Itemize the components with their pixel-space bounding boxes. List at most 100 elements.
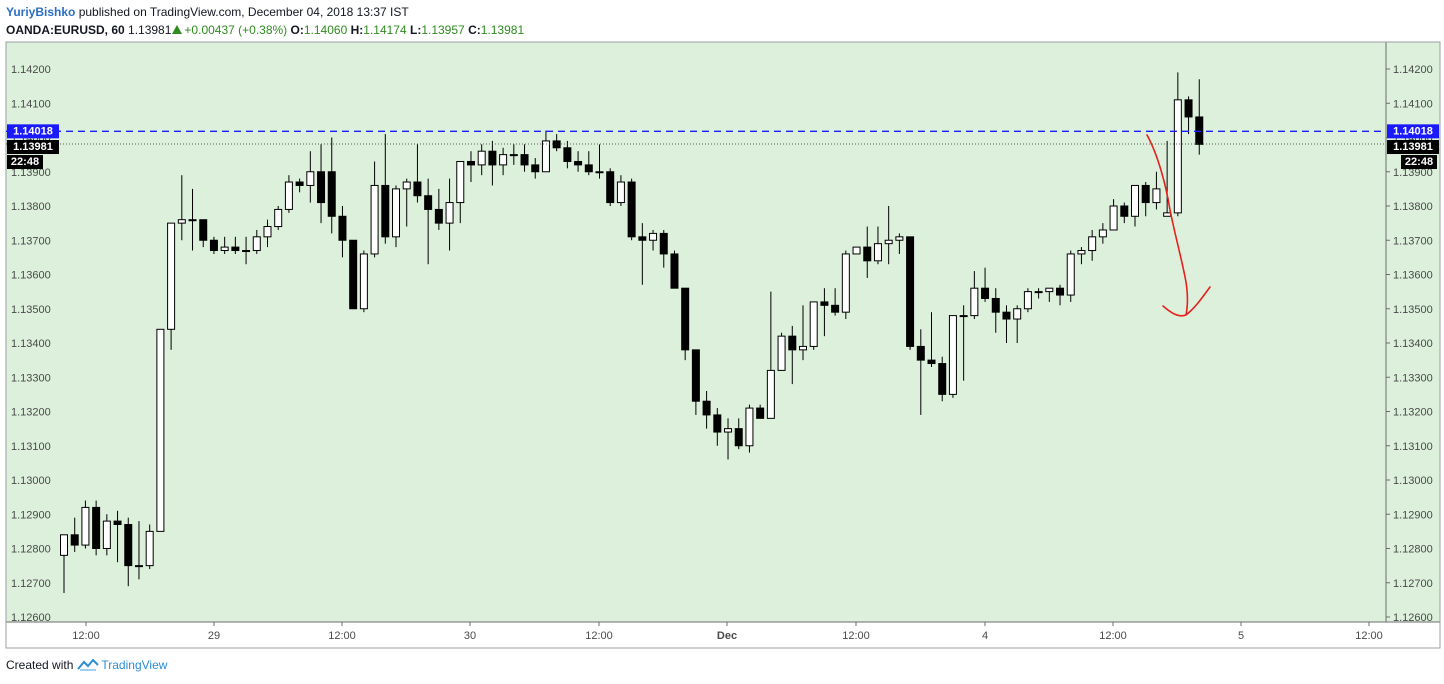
tradingview-logo-icon <box>77 659 100 671</box>
candle-body-down <box>488 150 497 166</box>
candle <box>584 151 593 176</box>
candle <box>1077 247 1086 265</box>
candle-body-up <box>1034 291 1043 294</box>
candle-body-down <box>916 345 925 361</box>
candle <box>595 144 604 179</box>
candle <box>734 418 743 450</box>
candle-body-down <box>520 154 529 166</box>
candle-body-down <box>531 164 540 173</box>
candle-body-down <box>92 506 101 549</box>
candle-body-up <box>167 222 176 330</box>
candle-body-up <box>595 171 604 174</box>
tradingview-link[interactable]: TradingView <box>77 658 167 672</box>
candle-body-down <box>734 428 743 447</box>
candle <box>445 178 454 251</box>
candle-body-up <box>1109 205 1118 231</box>
candle-body-down <box>424 195 433 210</box>
tradingview-brand: TradingView <box>101 658 168 672</box>
candle-body-down <box>349 239 358 310</box>
candle-body-down <box>927 359 936 365</box>
price-tick-label-left: 1.14200 <box>11 64 51 76</box>
symbol-info: OANDA:EURUSD, 60 1.13981 +0.00437 (+0.38%… <box>6 23 524 37</box>
candle <box>981 267 990 302</box>
candle <box>627 178 636 241</box>
candle <box>81 500 90 549</box>
published-text: published on TradingView.com, December 0… <box>78 5 409 19</box>
symbol-label: OANDA:EURUSD, 60 <box>6 23 125 37</box>
candle <box>552 134 561 152</box>
candle <box>188 188 197 251</box>
candle-body-down <box>124 524 133 567</box>
price-tick-label-left: 1.12800 <box>11 544 51 556</box>
author-link[interactable]: YuriyBishko <box>6 5 76 19</box>
candle-body-down <box>434 208 443 224</box>
candle-body-up <box>809 301 818 347</box>
price-tick-label-left: 1.13000 <box>11 475 51 487</box>
candle <box>681 287 690 361</box>
candle-body-up <box>895 236 904 241</box>
candle-body-up <box>1013 308 1022 320</box>
candle <box>60 534 68 594</box>
candle-body-up <box>798 345 807 351</box>
candle-body-down <box>552 140 561 149</box>
candle-body-down <box>713 414 722 433</box>
candle <box>156 328 165 532</box>
candle <box>820 288 829 337</box>
candle <box>338 206 347 258</box>
level-price-label-left-bg <box>7 124 59 139</box>
price-tick-label: 1.14200 <box>1393 64 1433 76</box>
level-price-label-bg <box>1387 124 1439 139</box>
open-label: O: <box>290 23 304 37</box>
candle <box>220 236 229 254</box>
high-label: H: <box>350 23 364 37</box>
candle-body-up <box>284 181 293 210</box>
candle <box>477 144 486 176</box>
candle-body-down <box>209 239 218 252</box>
candle-body-up <box>402 181 411 190</box>
candle-body-up <box>616 181 625 204</box>
price-tick-label: 1.14100 <box>1393 98 1433 110</box>
price-tick-label: 1.13000 <box>1393 475 1433 487</box>
candle <box>1002 305 1011 343</box>
candle <box>766 291 775 419</box>
candle-body-down <box>1002 311 1011 320</box>
candle <box>713 408 722 446</box>
candle-body-down <box>563 147 572 162</box>
candle <box>1023 288 1032 313</box>
last-price-label-left-bg <box>7 140 59 155</box>
candle <box>873 226 882 265</box>
candle <box>745 404 754 453</box>
candle <box>413 144 422 203</box>
candle-body-down <box>906 236 915 347</box>
time-tick-label: 5 <box>1238 630 1244 642</box>
price-tick-label-left: 1.13400 <box>11 338 51 350</box>
candle-body-up <box>188 219 197 222</box>
candle <box>1056 284 1065 306</box>
candle <box>1013 305 1022 343</box>
candle-body-up <box>1077 250 1086 255</box>
candle <box>317 144 326 224</box>
candle <box>916 329 925 415</box>
price-tick-label-left: 1.13100 <box>11 441 51 453</box>
candle <box>852 246 861 255</box>
candle <box>938 356 947 402</box>
price-tick-label-left: 1.13300 <box>11 372 51 384</box>
price-axis-background <box>1386 42 1440 622</box>
candle-body-up <box>306 171 315 186</box>
candle-body-up <box>724 428 733 433</box>
candle-body-down <box>381 184 390 238</box>
price-tick-label: 1.13900 <box>1393 167 1433 179</box>
candle-body-down <box>574 160 583 166</box>
candle-body-up <box>274 208 283 228</box>
candle-body-down <box>466 160 475 166</box>
time-tick-label: 12:00 <box>842 630 870 642</box>
candle <box>777 332 786 371</box>
candle <box>659 229 668 268</box>
candle <box>295 178 304 193</box>
candle-body-down <box>670 253 679 289</box>
candle-body-down <box>317 171 326 204</box>
candle <box>402 178 411 227</box>
candle <box>134 521 143 580</box>
candle <box>231 236 240 254</box>
